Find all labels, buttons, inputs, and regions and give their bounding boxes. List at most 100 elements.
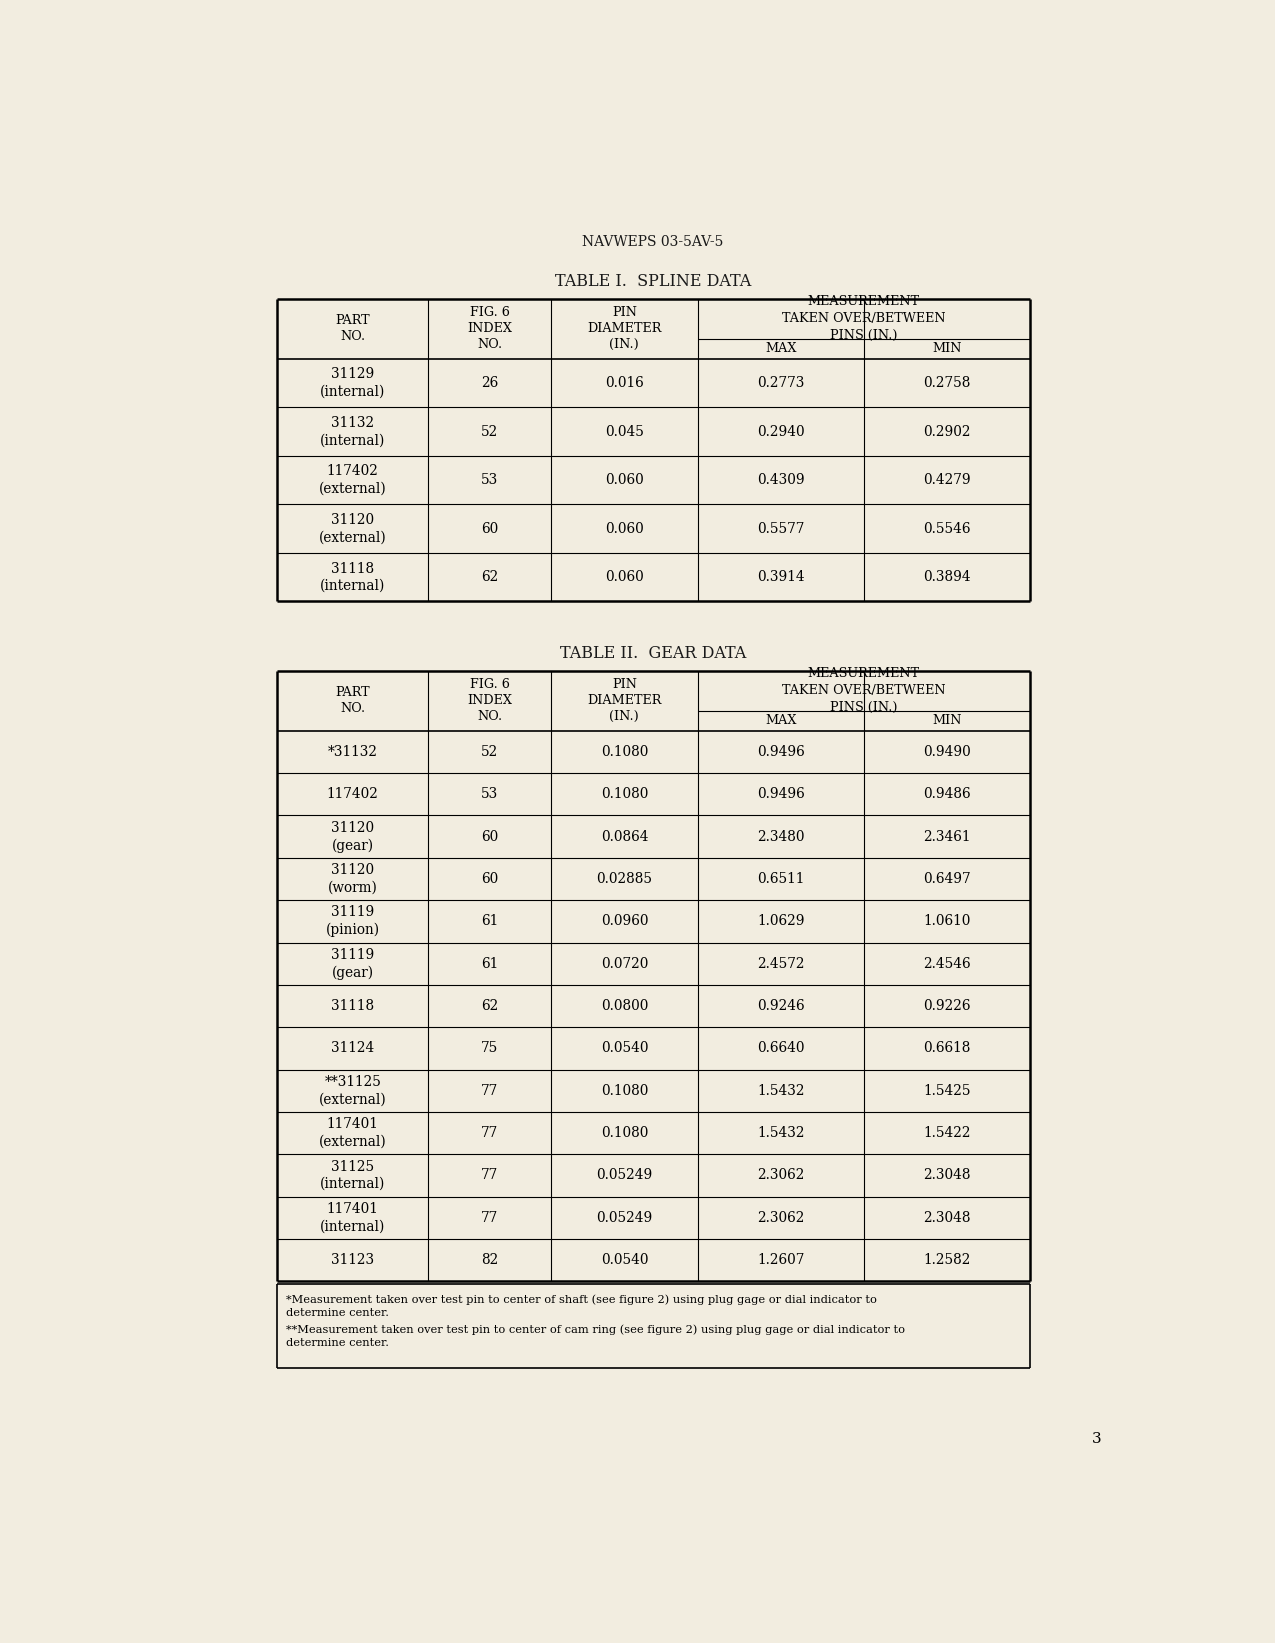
- Text: 62: 62: [481, 999, 499, 1014]
- Text: 60: 60: [481, 872, 499, 886]
- Text: 0.9246: 0.9246: [757, 999, 805, 1014]
- Text: 0.05249: 0.05249: [597, 1211, 653, 1224]
- Text: 1.5425: 1.5425: [923, 1084, 970, 1098]
- Text: 31119
(pinion): 31119 (pinion): [325, 905, 380, 937]
- Text: **Measurement taken over test pin to center of cam ring (see figure 2) using plu: **Measurement taken over test pin to cen…: [287, 1324, 905, 1336]
- Text: 31129
(internal): 31129 (internal): [320, 368, 385, 399]
- Text: 52: 52: [481, 744, 499, 759]
- Text: MAX: MAX: [765, 715, 797, 728]
- Text: **31125
(external): **31125 (external): [319, 1075, 386, 1106]
- Text: 0.3914: 0.3914: [757, 570, 805, 585]
- Text: 0.0540: 0.0540: [601, 1254, 648, 1267]
- Text: 0.9496: 0.9496: [757, 744, 805, 759]
- Text: 0.9226: 0.9226: [923, 999, 970, 1014]
- Text: 0.045: 0.045: [604, 424, 644, 439]
- Text: 117401
(external): 117401 (external): [319, 1117, 386, 1148]
- Text: determine center.: determine center.: [287, 1308, 389, 1318]
- Text: 31124: 31124: [332, 1042, 375, 1055]
- Text: 0.6618: 0.6618: [923, 1042, 970, 1055]
- Text: MEASUREMENT
TAKEN OVER/BETWEEN
PINS (IN.): MEASUREMENT TAKEN OVER/BETWEEN PINS (IN.…: [782, 296, 946, 342]
- Text: 60: 60: [481, 830, 499, 843]
- Text: 2.4546: 2.4546: [923, 956, 970, 971]
- Text: 1.2607: 1.2607: [757, 1254, 805, 1267]
- Text: *31132: *31132: [328, 744, 377, 759]
- Text: 77: 77: [481, 1084, 499, 1098]
- Text: FIG. 6
INDEX
NO.: FIG. 6 INDEX NO.: [467, 679, 513, 723]
- Text: 61: 61: [481, 956, 499, 971]
- Text: 2.3480: 2.3480: [757, 830, 805, 843]
- Text: PART
NO.: PART NO.: [335, 314, 370, 343]
- Text: 0.2902: 0.2902: [923, 424, 970, 439]
- Text: 31118: 31118: [332, 999, 375, 1014]
- Text: 0.060: 0.060: [606, 570, 644, 585]
- Text: 0.0864: 0.0864: [601, 830, 648, 843]
- Text: PART
NO.: PART NO.: [335, 687, 370, 715]
- Text: MIN: MIN: [932, 715, 961, 728]
- Text: 1.0610: 1.0610: [923, 915, 970, 928]
- Text: 0.3894: 0.3894: [923, 570, 970, 585]
- Text: 0.0960: 0.0960: [601, 915, 648, 928]
- Text: 0.1080: 0.1080: [601, 744, 648, 759]
- Text: 0.1080: 0.1080: [601, 1084, 648, 1098]
- Text: 26: 26: [481, 376, 499, 389]
- Text: PIN
DIAMETER
(IN.): PIN DIAMETER (IN.): [588, 306, 662, 352]
- Text: 0.2773: 0.2773: [757, 376, 805, 389]
- Text: 0.1080: 0.1080: [601, 787, 648, 802]
- Text: 1.5432: 1.5432: [757, 1084, 805, 1098]
- Text: 0.05249: 0.05249: [597, 1168, 653, 1183]
- Text: 61: 61: [481, 915, 499, 928]
- Text: 2.3048: 2.3048: [923, 1168, 970, 1183]
- Text: 77: 77: [481, 1125, 499, 1140]
- Text: 2.3062: 2.3062: [757, 1211, 805, 1224]
- Text: 0.9490: 0.9490: [923, 744, 970, 759]
- Text: MAX: MAX: [765, 342, 797, 355]
- Text: 2.3048: 2.3048: [923, 1211, 970, 1224]
- Text: 0.060: 0.060: [606, 521, 644, 536]
- Text: TABLE II.  GEAR DATA: TABLE II. GEAR DATA: [560, 646, 746, 662]
- Text: 0.2758: 0.2758: [923, 376, 970, 389]
- Text: *Measurement taken over test pin to center of shaft (see figure 2) using plug ga: *Measurement taken over test pin to cent…: [287, 1295, 877, 1305]
- Text: 2.3461: 2.3461: [923, 830, 970, 843]
- Text: 2.4572: 2.4572: [757, 956, 805, 971]
- Text: 31132
(internal): 31132 (internal): [320, 416, 385, 447]
- Text: 53: 53: [481, 473, 499, 486]
- Text: 0.2940: 0.2940: [757, 424, 805, 439]
- Text: 53: 53: [481, 787, 499, 802]
- Text: 0.0800: 0.0800: [601, 999, 648, 1014]
- Text: 0.9486: 0.9486: [923, 787, 970, 802]
- Text: NAVWEPS 03-5AV-5: NAVWEPS 03-5AV-5: [583, 235, 724, 248]
- Text: 1.2582: 1.2582: [923, 1254, 970, 1267]
- Text: 31120
(worm): 31120 (worm): [328, 863, 377, 895]
- Text: 31120
(external): 31120 (external): [319, 513, 386, 544]
- Text: 31118
(internal): 31118 (internal): [320, 562, 385, 593]
- Text: 31119
(gear): 31119 (gear): [332, 948, 375, 979]
- Text: 52: 52: [481, 424, 499, 439]
- Text: 82: 82: [481, 1254, 499, 1267]
- Text: 117402
(external): 117402 (external): [319, 465, 386, 496]
- Text: TABLE I.  SPLINE DATA: TABLE I. SPLINE DATA: [555, 273, 751, 291]
- Text: 1.5422: 1.5422: [923, 1125, 970, 1140]
- Text: determine center.: determine center.: [287, 1337, 389, 1347]
- Text: 0.6497: 0.6497: [923, 872, 970, 886]
- Text: 62: 62: [481, 570, 499, 585]
- Text: 0.9496: 0.9496: [757, 787, 805, 802]
- Text: 1.0629: 1.0629: [757, 915, 805, 928]
- Text: MEASUREMENT
TAKEN OVER/BETWEEN
PINS (IN.): MEASUREMENT TAKEN OVER/BETWEEN PINS (IN.…: [782, 667, 946, 715]
- Text: 0.1080: 0.1080: [601, 1125, 648, 1140]
- Text: 31120
(gear): 31120 (gear): [332, 822, 375, 853]
- Text: MIN: MIN: [932, 342, 961, 355]
- Text: 117402: 117402: [326, 787, 379, 802]
- Text: 0.4279: 0.4279: [923, 473, 970, 486]
- Text: 2.3062: 2.3062: [757, 1168, 805, 1183]
- Text: 31123: 31123: [332, 1254, 375, 1267]
- Text: 0.5546: 0.5546: [923, 521, 970, 536]
- Text: 31125
(internal): 31125 (internal): [320, 1160, 385, 1191]
- Text: 0.016: 0.016: [606, 376, 644, 389]
- Text: 60: 60: [481, 521, 499, 536]
- Text: 77: 77: [481, 1211, 499, 1224]
- Text: 0.02885: 0.02885: [597, 872, 653, 886]
- Text: 0.0720: 0.0720: [601, 956, 648, 971]
- Text: 0.5577: 0.5577: [757, 521, 805, 536]
- Text: 0.6640: 0.6640: [757, 1042, 805, 1055]
- Text: 0.6511: 0.6511: [757, 872, 805, 886]
